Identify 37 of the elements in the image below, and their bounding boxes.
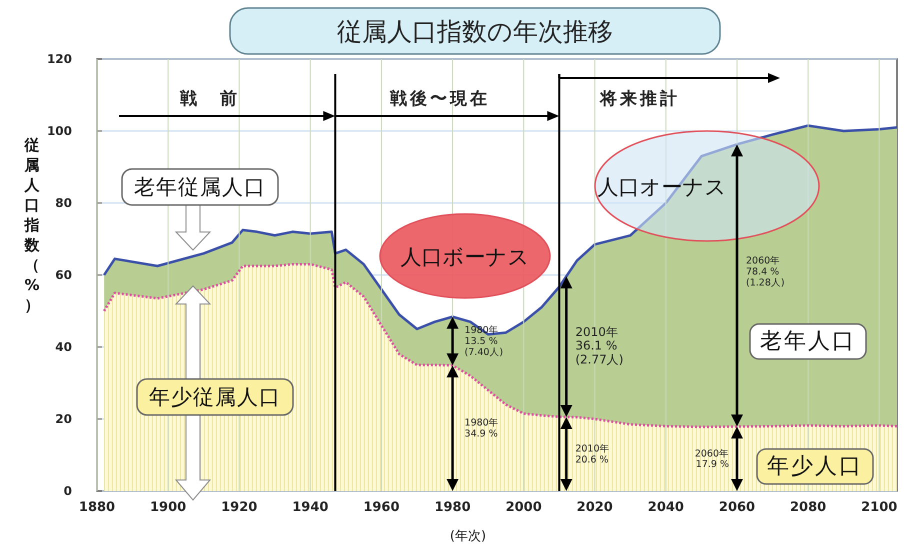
x-tick-label: 2080	[790, 500, 826, 515]
annotation: 将来推計	[599, 89, 680, 109]
series-label: 年少人口	[767, 454, 863, 479]
y-tick-label: 60	[55, 268, 72, 282]
annotation: 2010年 36.1 % (2.77人)	[575, 324, 624, 366]
x-tick-label: 2100	[861, 500, 898, 515]
annotation: 老年従属人口	[134, 175, 266, 199]
x-tick-label: 1980	[434, 500, 471, 515]
annotation: 人口オーナス	[598, 175, 726, 199]
y-tick-label: 20	[55, 412, 72, 426]
x-tick-label: 1900	[150, 500, 186, 515]
x-axis-title: (年次)	[450, 529, 486, 544]
annotation: 人口ボーナス	[400, 245, 530, 269]
title: 従属人口指数の年次推移	[229, 7, 721, 55]
annotation: 2060年 78.4 % (1.28人)	[746, 254, 785, 288]
annotation: 戦 前	[179, 89, 240, 109]
y-tick-label: 120	[46, 52, 72, 66]
series-label: 老年人口	[760, 329, 856, 354]
annotation: 年少従属人口	[149, 385, 281, 409]
x-tick-label: 2060	[718, 500, 756, 515]
x-tick-label: 1920	[221, 500, 258, 515]
annotation: 1980年 34.9 %	[464, 416, 499, 440]
x-tick-label: 1940	[292, 500, 328, 515]
y-tick-label: 40	[55, 340, 72, 354]
chart-title: 従属人口指数の年次推移	[337, 17, 613, 46]
x-tick-label: 2000	[506, 500, 542, 515]
y-tick-label: 100	[46, 124, 72, 138]
x-tick-label: 1880	[78, 500, 116, 515]
x-tick-label: 1960	[363, 500, 400, 515]
y-tick-label: 80	[55, 196, 72, 210]
text: 従属人口指数（%）	[24, 136, 40, 314]
annotation: 2010年 20.6 %	[575, 442, 610, 466]
x-tick-label: 2020	[576, 500, 613, 515]
annotation: 2060年 17.9 %	[694, 447, 729, 470]
annotation: 戦後〜現在	[389, 89, 490, 109]
y-tick-label: 0	[64, 484, 72, 498]
x-tick-label: 2040	[648, 500, 684, 515]
